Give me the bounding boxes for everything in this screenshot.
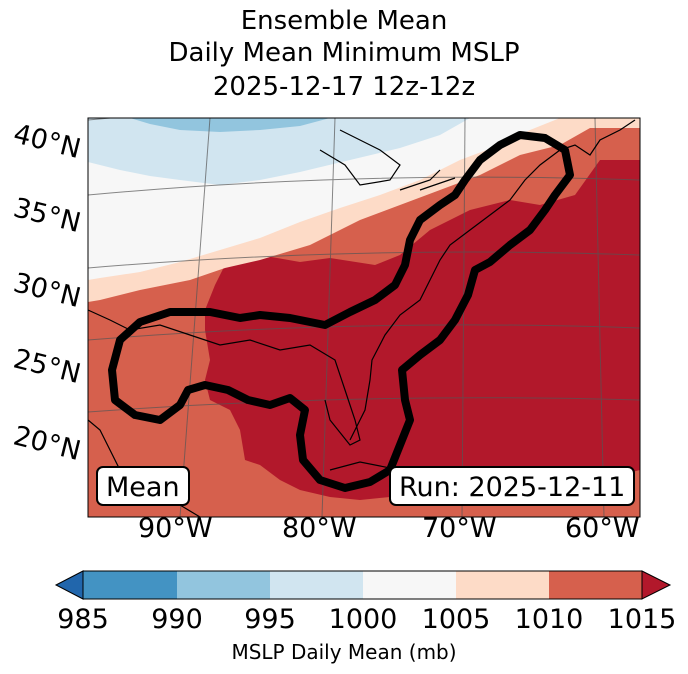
coast-gulf [88,309,361,446]
colorbar-over-arrow [641,570,672,600]
contour-outline [108,131,574,492]
colorbar-tick-1015: 1015 [607,604,677,635]
colorbar-frame [82,570,643,600]
field-band-990 [130,118,330,132]
coast-new-england [559,119,636,156]
parallel-30n [88,251,640,269]
title-line-3: 2025-12-17 12z-12z [212,72,476,102]
colorbar-tick-1010: 1010 [514,604,584,635]
graticule [88,118,640,517]
colorbar-bin-1000 [363,571,456,599]
colorbar-bin-985 [83,571,177,599]
colorbar-bin-990 [177,571,270,599]
coast-great-lakes [319,129,456,191]
meridian-80w [321,118,336,517]
meridian-60w [594,118,605,517]
colorbar-tick-990: 990 [151,604,203,635]
lon-label-90w: 90°W [138,513,213,544]
colorbar-under-arrow [54,570,84,600]
colorbar-bin-1010 [549,571,642,599]
field-band-995 [88,118,470,185]
parallel-35n [88,176,640,196]
title-line-1: Ensemble Mean [240,6,448,36]
colorbar-tick-995: 995 [244,604,296,635]
lon-label-80w: 80°W [282,513,357,544]
meridian-90w [179,118,211,517]
lon-label-60w: 60°W [565,513,640,544]
parallel-20n [88,397,640,413]
colorbar-label: MSLP Daily Mean (mb) [231,640,457,664]
coastlines [88,119,636,517]
map-frame [87,117,641,518]
colorbar-tick-985: 985 [57,604,109,635]
lon-label-70w: 70°W [422,513,497,544]
run-date-tag: Run: 2025-12-11 [389,466,636,506]
title-line-2: Daily Mean Minimum MSLP [168,38,520,68]
colorbar-bin-995 [270,571,363,599]
colorbar-bin-1005 [456,571,549,599]
parallel-25n [88,324,640,341]
coast-atlantic [349,149,561,441]
mean-tag: Mean [96,466,190,506]
colorbar-tick-1005: 1005 [421,604,491,635]
colorbar-tick-1000: 1000 [328,604,398,635]
